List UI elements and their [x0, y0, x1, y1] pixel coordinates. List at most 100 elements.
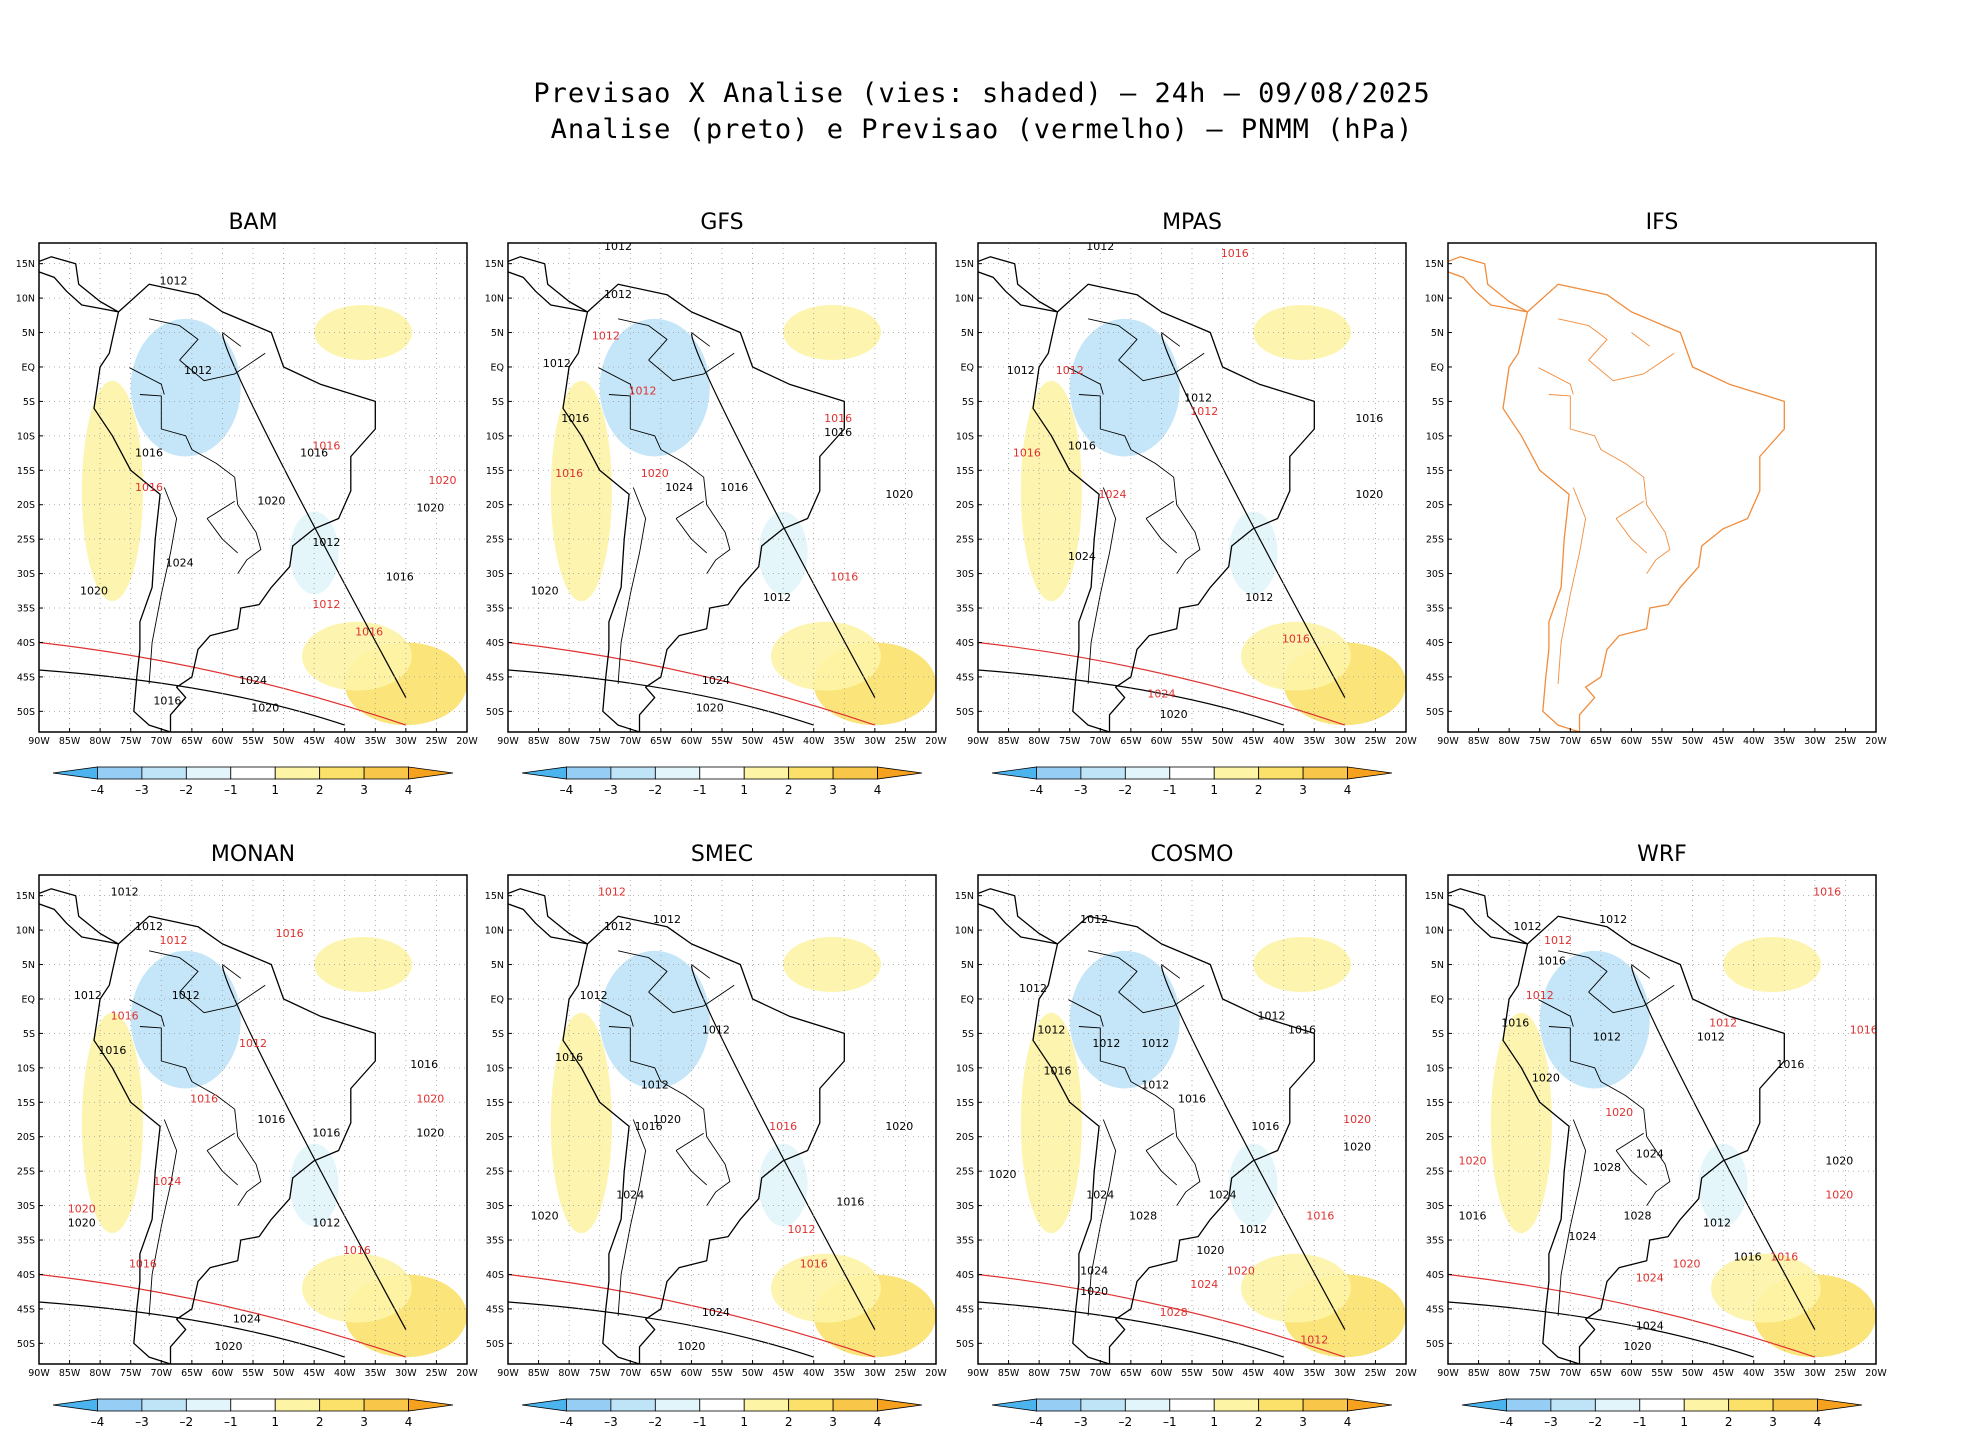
country-border	[1557, 1119, 1587, 1316]
lon-tick-label: 80W	[1498, 736, 1520, 747]
country-border	[608, 1026, 731, 1206]
isobar-label: 1012	[160, 274, 188, 287]
lon-tick-label: 50W	[742, 736, 764, 747]
colorbar-label: 2	[1255, 783, 1263, 797]
lon-tick-label: 30W	[864, 736, 886, 747]
map-area: 1012101210121012101610121012102010161016…	[508, 875, 936, 1364]
lat-tick-label: 45S	[1426, 672, 1444, 683]
isobar-label: 1016	[1178, 1092, 1206, 1105]
lat-tick-label: 35S	[1426, 1236, 1444, 1247]
lon-tick-label: 60W	[681, 1368, 703, 1379]
isobar-label: 1016	[1850, 1023, 1878, 1036]
bias-shading	[599, 318, 710, 457]
lat-tick-label: 15S	[1426, 466, 1444, 477]
lat-tick-label: 5S	[1432, 397, 1444, 408]
panel-title: BAM	[228, 210, 277, 235]
lat-tick-label: 5S	[1432, 1029, 1444, 1040]
isobar-label: 1020	[68, 1202, 96, 1215]
lat-tick-label: 30S	[1426, 569, 1444, 580]
isobar-label: 1016	[1770, 1251, 1798, 1264]
colorbar-swatch	[991, 1398, 1037, 1412]
isobar-label: 1012	[641, 1079, 669, 1092]
lat-tick-label: 35S	[486, 604, 504, 615]
isobar-line	[39, 1301, 345, 1358]
lat-tick-label: 25S	[486, 1167, 504, 1178]
bias-shading	[1710, 1253, 1821, 1323]
lon-tick-label: 35W	[834, 736, 856, 747]
lon-tick-label: 70W	[620, 1368, 642, 1379]
lon-tick-label: 65W	[1590, 1368, 1612, 1379]
colorbar: –4 –3 –2 –1 1 2 3 4	[1461, 1398, 1863, 1429]
lon-tick-label: 75W	[1529, 736, 1551, 747]
colorbar-swatch	[1728, 1398, 1774, 1412]
colorbar-label: –2	[180, 1415, 194, 1429]
country-border	[691, 964, 711, 979]
isobar-line	[690, 964, 876, 1330]
panel-smec: SMEC101210121012101210161012101210201016…	[485, 842, 948, 1429]
lon-tick-label: 80W	[1498, 1368, 1520, 1379]
isobar-label: 1020	[677, 1340, 705, 1353]
lat-tick-label: 15S	[17, 466, 35, 477]
colorbar-label: –3	[1074, 1415, 1088, 1429]
colorbar-label: 1	[1210, 1415, 1218, 1429]
colorbar-swatch	[699, 1398, 745, 1412]
lon-tick-label: 75W	[589, 736, 611, 747]
country-border	[129, 999, 165, 1027]
isobar-label: 1016	[355, 626, 383, 639]
figure-subtitle: Analise (preto) e Previsao (vermelho) – …	[550, 114, 1414, 145]
isobar-label: 1012	[172, 989, 200, 1002]
country-border	[1548, 1026, 1671, 1206]
country-border	[1088, 950, 1138, 993]
colorbar-swatch	[52, 1398, 98, 1412]
country-border	[1615, 1132, 1644, 1151]
lat-tick-label: EQ	[1431, 362, 1444, 373]
country-border	[617, 487, 647, 684]
lon-tick-label: 55W	[242, 736, 264, 747]
isobar-label: 1016	[769, 1120, 797, 1133]
isobar-label: 1016	[1251, 1120, 1279, 1133]
isobar-label: 1020	[416, 1092, 444, 1105]
isobar-label: 1012	[543, 357, 571, 370]
lon-tick-label: 60W	[212, 736, 234, 747]
lon-tick-label: 35W	[1304, 736, 1326, 747]
bias-shading	[314, 304, 412, 361]
lon-tick-label: 35W	[834, 1368, 856, 1379]
lon-tick-label: 45W	[303, 1368, 325, 1379]
colorbar-label: 1	[740, 783, 748, 797]
continent-outline	[93, 283, 376, 732]
lon-tick-label: 75W	[1059, 1368, 1081, 1379]
isobar-label: 1012	[160, 934, 188, 947]
lat-tick-label: 10S	[956, 431, 974, 442]
lon-tick-label: 25W	[426, 736, 448, 747]
lat-tick-label: 5N	[1431, 960, 1444, 971]
country-border	[222, 332, 242, 347]
isobar-label: 1016	[720, 481, 748, 494]
colorbar-swatch	[185, 1398, 232, 1412]
isobar-label: 1016	[343, 1244, 371, 1257]
lat-tick-label: 15S	[486, 1098, 504, 1109]
lon-tick-label: 35W	[1774, 1368, 1796, 1379]
lon-tick-label: 50W	[1212, 736, 1234, 747]
lon-tick-label: 50W	[273, 736, 295, 747]
colorbar-label: 1	[271, 1415, 279, 1429]
colorbar-swatch	[97, 766, 143, 780]
colorbar-swatch	[185, 766, 232, 780]
lat-tick-label: 45S	[17, 1304, 35, 1315]
lon-tick-label: 90W	[1437, 736, 1459, 747]
isobar-label: 1012	[1007, 364, 1035, 377]
lon-tick-label: 65W	[181, 736, 203, 747]
lon-tick-label: 85W	[59, 1368, 81, 1379]
bias-shading	[1069, 950, 1180, 1089]
colorbar-label: 2	[316, 783, 324, 797]
colorbar: –4 –3 –2 –1 1 2 3 4	[991, 766, 1393, 797]
lat-tick-label: 30S	[486, 1201, 504, 1212]
lon-tick-label: 20W	[1865, 1368, 1887, 1379]
country-border	[206, 518, 239, 554]
isobar-label: 1012	[1141, 1079, 1169, 1092]
lat-tick-label: 5S	[962, 1029, 974, 1040]
lat-tick-label: EQ	[961, 994, 974, 1005]
lon-tick-label: 55W	[1651, 1368, 1673, 1379]
isobar-label: 1024	[153, 1175, 181, 1188]
isobar-label: 1016	[1306, 1209, 1334, 1222]
